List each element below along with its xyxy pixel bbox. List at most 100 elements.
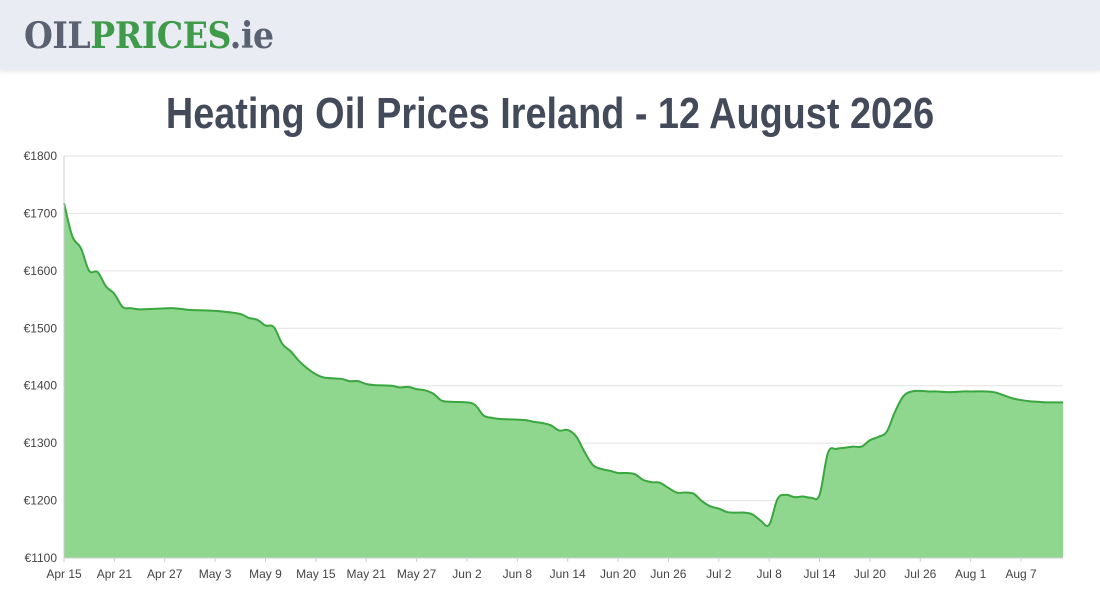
- price-point[interactable]: [304, 365, 310, 371]
- price-point[interactable]: [590, 462, 596, 468]
- price-point[interactable]: [934, 388, 940, 394]
- price-point[interactable]: [388, 383, 394, 389]
- price-point[interactable]: [615, 470, 621, 476]
- price-point[interactable]: [103, 283, 109, 289]
- price-point[interactable]: [540, 420, 546, 426]
- price-point[interactable]: [959, 388, 965, 394]
- price-point[interactable]: [565, 427, 571, 433]
- price-point[interactable]: [397, 384, 403, 390]
- price-point[interactable]: [749, 511, 755, 517]
- price-point[interactable]: [775, 496, 781, 502]
- price-point[interactable]: [926, 388, 932, 394]
- price-point[interactable]: [623, 470, 629, 476]
- price-point[interactable]: [699, 498, 705, 504]
- price-point[interactable]: [137, 306, 143, 312]
- price-point[interactable]: [498, 416, 504, 422]
- price-point[interactable]: [682, 490, 688, 496]
- price-point[interactable]: [791, 494, 797, 500]
- price-point[interactable]: [95, 269, 101, 275]
- price-point[interactable]: [716, 506, 722, 512]
- price-point[interactable]: [78, 245, 84, 251]
- price-point[interactable]: [640, 477, 646, 483]
- price-point[interactable]: [279, 341, 285, 347]
- price-point[interactable]: [917, 388, 923, 394]
- price-point[interactable]: [993, 390, 999, 396]
- price-point[interactable]: [481, 413, 487, 419]
- price-point[interactable]: [632, 471, 638, 477]
- price-point[interactable]: [942, 389, 948, 395]
- price-point[interactable]: [246, 315, 252, 321]
- price-point[interactable]: [649, 479, 655, 485]
- price-point[interactable]: [1010, 395, 1016, 401]
- price-point[interactable]: [707, 503, 713, 509]
- price-point[interactable]: [69, 233, 75, 239]
- price-point[interactable]: [1035, 399, 1041, 405]
- price-point[interactable]: [800, 494, 806, 500]
- price-point[interactable]: [464, 399, 470, 405]
- price-point[interactable]: [170, 305, 176, 311]
- price-point[interactable]: [514, 417, 520, 423]
- price-point[interactable]: [523, 417, 529, 423]
- price-point[interactable]: [1001, 392, 1007, 398]
- price-point[interactable]: [1043, 399, 1049, 405]
- price-point[interactable]: [850, 444, 856, 450]
- price-point[interactable]: [825, 450, 831, 456]
- price-point[interactable]: [372, 382, 378, 388]
- price-point[interactable]: [741, 510, 747, 516]
- price-point[interactable]: [733, 510, 739, 516]
- price-point[interactable]: [262, 322, 268, 328]
- price-point[interactable]: [489, 415, 495, 421]
- price-point[interactable]: [951, 389, 957, 395]
- price-point[interactable]: [598, 466, 604, 472]
- price-point[interactable]: [691, 491, 697, 497]
- price-point[interactable]: [875, 434, 881, 440]
- price-point[interactable]: [724, 509, 730, 515]
- price-point[interactable]: [86, 268, 92, 274]
- price-point[interactable]: [573, 433, 579, 439]
- price-point[interactable]: [1060, 399, 1066, 405]
- price-point[interactable]: [607, 468, 613, 474]
- price-point[interactable]: [892, 409, 898, 415]
- price-point[interactable]: [128, 305, 134, 311]
- price-point[interactable]: [120, 304, 126, 310]
- price-point[interactable]: [288, 348, 294, 354]
- price-point[interactable]: [447, 399, 453, 405]
- price-point[interactable]: [665, 485, 671, 491]
- price-point[interactable]: [556, 428, 562, 434]
- price-point[interactable]: [833, 446, 839, 452]
- price-point[interactable]: [472, 402, 478, 408]
- price-point[interactable]: [355, 378, 361, 384]
- price-point[interactable]: [321, 375, 327, 381]
- price-point[interactable]: [237, 311, 243, 317]
- price-point[interactable]: [1026, 398, 1032, 404]
- price-point[interactable]: [296, 358, 302, 364]
- price-point[interactable]: [581, 449, 587, 455]
- price-point[interactable]: [405, 384, 411, 390]
- price-point[interactable]: [984, 388, 990, 394]
- price-point[interactable]: [363, 381, 369, 387]
- price-point[interactable]: [254, 317, 260, 323]
- price-point[interactable]: [1018, 397, 1024, 403]
- price-point[interactable]: [271, 324, 277, 330]
- price-point[interactable]: [657, 480, 663, 486]
- price-point[interactable]: [909, 388, 915, 394]
- price-point[interactable]: [204, 307, 210, 313]
- price-point[interactable]: [422, 387, 428, 393]
- price-point[interactable]: [439, 398, 445, 404]
- price-point[interactable]: [674, 490, 680, 496]
- price-point[interactable]: [808, 495, 814, 501]
- price-point[interactable]: [414, 386, 420, 392]
- price-point[interactable]: [842, 445, 848, 451]
- price-point[interactable]: [221, 309, 227, 315]
- price-point[interactable]: [817, 492, 823, 498]
- price-point[interactable]: [548, 422, 554, 428]
- price-point[interactable]: [783, 492, 789, 498]
- price-point[interactable]: [531, 419, 537, 425]
- site-logo[interactable]: OILPRICES.ie: [24, 14, 274, 58]
- price-point[interactable]: [430, 391, 436, 397]
- price-point[interactable]: [313, 371, 319, 377]
- price-point[interactable]: [766, 522, 772, 528]
- price-point[interactable]: [859, 444, 865, 450]
- price-point[interactable]: [153, 306, 159, 312]
- price-point[interactable]: [111, 291, 117, 297]
